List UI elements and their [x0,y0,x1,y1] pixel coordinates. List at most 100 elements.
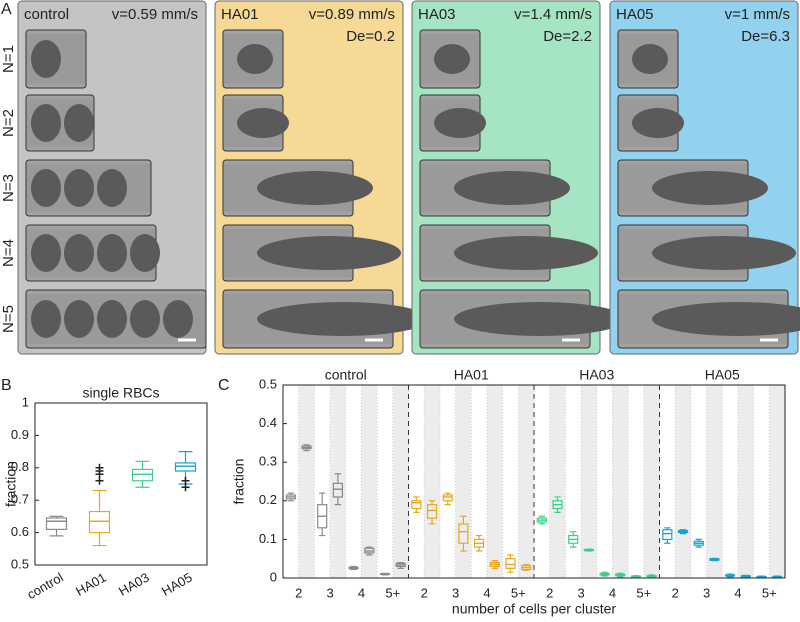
rbc [97,234,127,272]
y-tick-label: 1 [22,394,29,409]
rbc [434,108,486,138]
x-tick-label: 5+ [511,585,526,600]
group-label: HA03 [579,367,614,383]
whisker-high [507,554,514,559]
stripe [643,385,660,578]
whisker-high [475,534,483,540]
whisker-low [460,543,467,552]
box [131,468,154,482]
box [442,494,453,502]
condition-name: HA05 [616,6,654,23]
box [88,510,111,534]
box [174,462,197,472]
whisker-low [334,496,342,506]
stripe [675,385,691,578]
axes-frame [282,384,786,579]
rbc [64,169,94,207]
y-tick-label: 0 [270,569,277,584]
row-label: N=3 [0,174,17,202]
whisker-low [664,539,671,544]
rbc [31,234,61,272]
whisker-low [444,500,451,506]
x-tick-label: HA01 [73,570,109,599]
whisker-high [334,473,342,484]
rbc [31,169,61,207]
box [426,504,438,519]
stripe [737,385,754,578]
outlier [95,463,104,472]
box [411,500,422,510]
rbc [652,171,768,205]
panel-label: A [1,1,12,18]
x-tick-label: 4 [734,585,741,600]
rbc [163,300,193,338]
deborah-number: De=0.2 [346,28,395,45]
group-label: HA05 [705,367,740,383]
rbc [257,302,429,336]
whisker-low [49,529,64,537]
condition-name: control [24,6,69,23]
y-tick-label: 0.6 [11,524,29,539]
x-tick-label: 4 [483,585,490,600]
stripe [392,385,409,578]
rbc [64,104,94,142]
y-tick-label: 0.9 [11,427,29,442]
y-tick-label: 0.8 [11,459,29,474]
whisker-low [475,547,483,552]
stripe [486,385,503,578]
whisker-low [92,532,107,547]
rbc [237,108,289,138]
y-tick-label: 0.1 [259,531,277,546]
condition-name: HA03 [418,6,456,23]
rbc [237,44,273,74]
outlier [181,476,190,485]
x-tick-label: 5+ [762,585,777,600]
whisker-low [570,543,577,548]
x-tick-label: 3 [326,585,333,600]
y-tick-label: 0.7 [11,492,29,507]
row-label: N=5 [0,305,17,333]
whisker-high [135,460,150,470]
velocity: v=1.4 mm/s [514,6,592,23]
row-label: N=1 [0,45,17,73]
rbc [652,302,800,336]
x-tick-label: 5+ [385,585,400,600]
rbc [130,234,160,272]
y-tick-label: 0.5 [11,556,29,571]
whisker-high [428,500,436,505]
group-label: control [325,367,367,383]
panel-label: B [1,377,12,394]
stripe [612,385,629,578]
whisker-high [178,451,193,463]
y-tick-label: 0.5 [259,376,277,391]
box [332,482,344,498]
x-tick-label: HA05 [159,570,195,599]
y-tick-label: 0.4 [259,415,277,430]
x-tick-label: control [24,570,65,603]
stripe [424,385,440,578]
rbc [454,236,598,270]
rbc [454,302,626,336]
axes-frame [34,402,208,566]
x-tick-label: 3 [703,585,710,600]
velocity: v=0.59 mm/s [112,6,198,23]
whisker-low [135,480,150,488]
stripe [581,385,597,578]
stripe [518,385,534,578]
stripe [361,385,378,578]
y-axis-label: fraction [231,459,247,505]
x-tick-label: 4 [609,585,616,600]
rbc [454,171,570,205]
rbc [130,300,160,338]
rbc [64,300,94,338]
whisker-high [319,492,326,505]
y-axis-label: fraction [3,461,19,507]
x-tick-label: 2 [421,585,428,600]
rbc [257,171,373,205]
rbc [31,40,61,78]
box [662,529,673,540]
deborah-number: De=6.3 [741,28,790,45]
box [505,558,516,569]
row-label: N=2 [0,109,17,137]
